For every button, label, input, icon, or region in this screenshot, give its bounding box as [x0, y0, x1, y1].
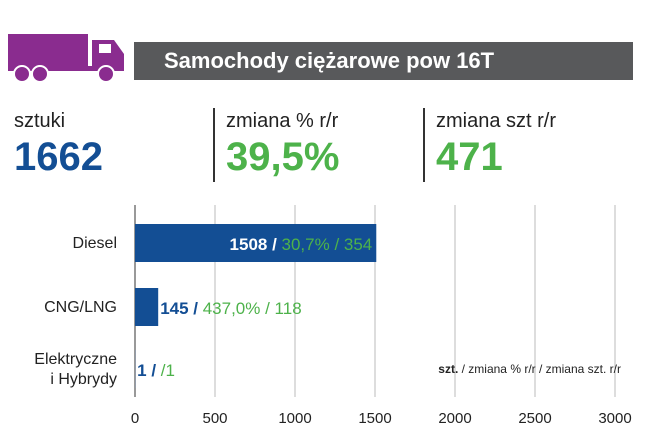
x-tick-label: 2000 — [438, 410, 471, 427]
value-label: 1508 / 30,7% / 354 — [230, 235, 373, 254]
bar — [135, 224, 377, 262]
chart-title: Samochody ciężarowe pow 16T — [134, 42, 633, 80]
bar — [135, 288, 159, 326]
value-label: 1 / /1 — [137, 361, 175, 380]
x-tick-label: 0 — [131, 410, 139, 427]
kpi-abs-value: 471 — [436, 135, 503, 179]
x-tick-label: 1500 — [358, 410, 391, 427]
x-tick-label: 3000 — [598, 410, 631, 427]
kpi-units: sztuki 1662 — [14, 110, 103, 179]
kpi-pct-value: 39,5% — [226, 135, 340, 179]
value-label: 145 / 437,0% / 118 — [160, 299, 301, 318]
category-label: Elektryczne i Hybrydy — [34, 351, 117, 388]
category-label: Diesel — [73, 235, 117, 252]
legend-note: szt. / zmiana % r/r / zmiana szt. r/r — [438, 362, 621, 376]
truck-icon — [8, 34, 124, 83]
kpi-pct: zmiana % r/r 39,5% — [226, 110, 339, 179]
kpi-abs-label: zmiana szt r/r — [436, 110, 557, 132]
kpi-units-label: sztuki — [14, 110, 66, 132]
kpi-pct-label: zmiana % r/r — [226, 110, 339, 132]
kpi-abs: zmiana szt r/r 471 — [436, 110, 556, 179]
kpi-divider — [423, 108, 425, 182]
x-tick-label: 1000 — [278, 410, 311, 427]
x-tick-label: 500 — [202, 410, 227, 427]
kpi-units-value: 1662 — [14, 135, 103, 179]
category-label: CNG/LNG — [44, 299, 117, 316]
x-tick-label: 2500 — [518, 410, 551, 427]
kpi-divider — [213, 108, 215, 182]
